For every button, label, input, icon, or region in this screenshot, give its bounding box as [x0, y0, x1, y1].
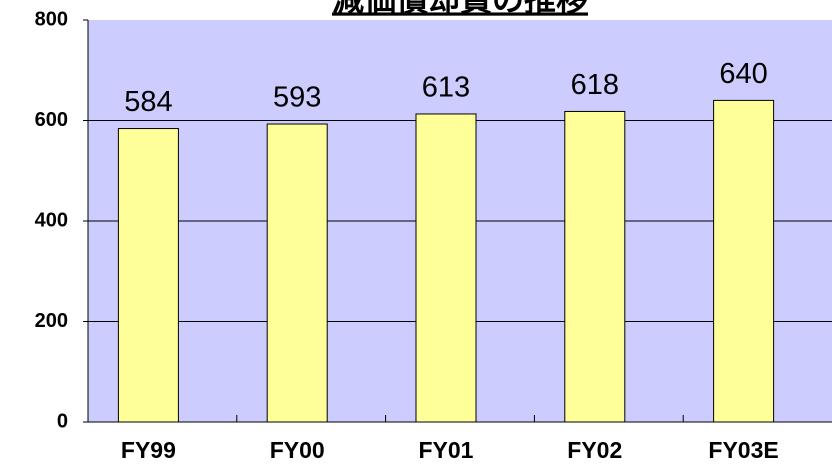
value-label: 593	[273, 82, 321, 114]
bar	[117, 128, 179, 423]
value-label: 640	[719, 58, 767, 90]
x-tick-label: FY00	[270, 437, 325, 463]
chart-title: 減価償却費の推移	[332, 0, 588, 17]
y-tick-label: 600	[35, 109, 68, 131]
bar	[415, 113, 477, 423]
bar	[266, 123, 328, 423]
bar	[564, 110, 626, 423]
y-tick-label: 200	[35, 310, 68, 332]
x-tick-label: FY02	[567, 437, 622, 463]
value-label: 618	[571, 69, 619, 101]
x-tick-label: FY99	[121, 437, 176, 463]
bar	[713, 99, 775, 423]
y-tick-label: 0	[57, 410, 68, 432]
x-tick-label: FY03E	[708, 437, 778, 463]
value-label: 613	[422, 72, 470, 104]
y-tick-label: 800	[35, 8, 68, 30]
y-tick-label: 400	[35, 209, 68, 231]
value-label: 584	[124, 86, 172, 118]
x-tick-label: FY01	[419, 437, 474, 463]
